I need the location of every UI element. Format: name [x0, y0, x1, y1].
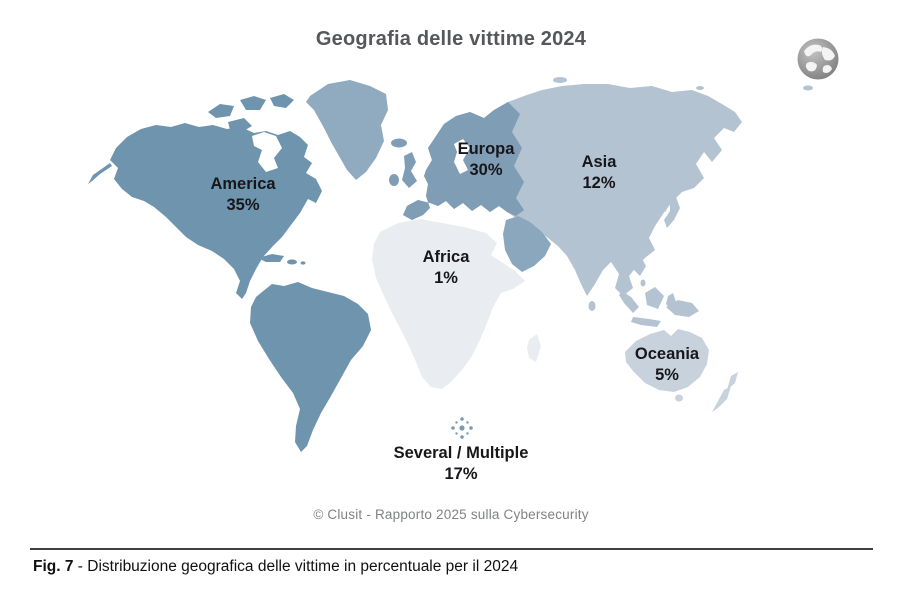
region-new-zealand — [727, 372, 738, 390]
region-aleutians — [88, 163, 112, 184]
figure-number: Fig. 7 — [33, 558, 74, 575]
region-uk — [402, 152, 417, 188]
region-japan — [664, 197, 680, 228]
map-label-europa: Europa 30% — [458, 139, 515, 181]
region-ireland — [389, 174, 399, 186]
region-philippines — [640, 279, 646, 287]
region-iceland — [391, 138, 407, 148]
page-title: Geografia delle vittime 2024 — [315, 28, 587, 50]
region-arctic-island — [208, 104, 234, 118]
region-name: Asia — [581, 153, 617, 171]
region-sakhalin — [661, 180, 669, 212]
region-arctic-island — [270, 94, 294, 108]
region-arctic-island — [574, 84, 590, 96]
region-value: 30% — [469, 161, 503, 179]
map-label-asia: Asia 12% — [582, 152, 617, 194]
region-value: 12% — [582, 174, 616, 192]
region-middle-east — [503, 216, 551, 272]
region-tasmania — [675, 394, 683, 402]
map-label-several-multiple: Several / Multiple 17% — [394, 443, 529, 485]
map-label-america: America 35% — [210, 174, 275, 216]
region-island — [300, 261, 306, 265]
figure-caption-text: - Distribuzione geografica delle vittime… — [77, 558, 519, 575]
region-africa — [372, 219, 525, 389]
region-arctic-island — [803, 85, 813, 91]
region-new-guinea — [666, 300, 699, 317]
region-new-zealand — [712, 386, 731, 412]
region-madagascar — [527, 334, 541, 362]
region-south-america — [250, 282, 371, 452]
map-label-oceania: Oceania 5% — [635, 344, 699, 386]
region-arctic-island — [696, 86, 704, 90]
figure-caption: Fig. 7 - Distribuzione geografica delle … — [33, 558, 873, 576]
region-borneo — [645, 287, 664, 309]
region-value: 1% — [434, 269, 458, 287]
region-value: 5% — [655, 366, 679, 384]
region-australia — [625, 329, 709, 392]
dotted-cluster-icon — [451, 417, 473, 439]
region-name: Africa — [422, 248, 470, 266]
region-sri-lanka — [588, 301, 596, 311]
source-credit: © Clusit - Rapporto 2025 sulla Cybersecu… — [313, 507, 589, 522]
region-arctic-island — [553, 77, 567, 83]
region-name: Several / Multiple — [393, 444, 529, 462]
caption-divider — [30, 548, 873, 550]
region-value: 35% — [226, 196, 260, 214]
region-greenland — [306, 80, 388, 180]
region-name: Oceania — [634, 345, 700, 363]
region-java — [631, 317, 661, 327]
map-label-africa: Africa 1% — [423, 247, 470, 289]
region-philippines — [634, 257, 646, 276]
region-cuba — [258, 254, 284, 262]
region-name: America — [210, 175, 276, 193]
globe-icon — [797, 38, 839, 80]
baltic-sea — [454, 139, 470, 174]
region-sumatra — [619, 291, 639, 313]
region-name: Europa — [457, 140, 515, 158]
region-hispaniola — [287, 259, 297, 265]
region-arctic-island — [240, 96, 266, 110]
region-value: 17% — [444, 465, 478, 483]
hudson-bay — [252, 132, 282, 172]
